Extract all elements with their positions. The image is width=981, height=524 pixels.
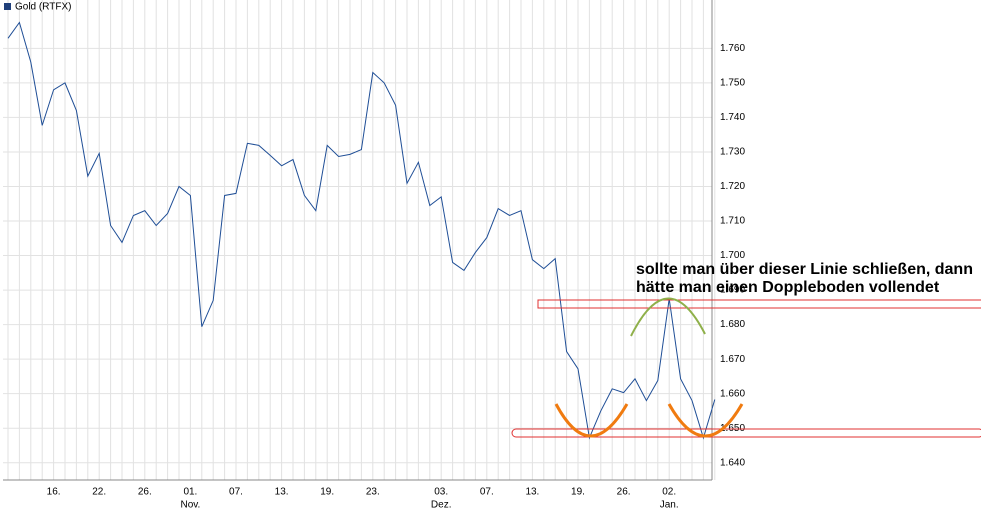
- x-month-label: Nov.: [180, 500, 200, 511]
- price-line: [7, 21, 716, 440]
- x-tick-label: 07.: [229, 487, 243, 498]
- x-month-label: Jan.: [660, 500, 679, 511]
- x-tick-label: 19.: [320, 487, 334, 498]
- x-tick-label: 23.: [366, 487, 380, 498]
- y-tick-label: 1.720: [720, 181, 745, 192]
- x-tick-label: 07.: [480, 487, 494, 498]
- legend-label: Gold (RTFX): [15, 2, 72, 13]
- annotation: hätte man einen Doppleboden vollendet: [636, 279, 940, 296]
- y-tick-label: 1.700: [720, 250, 745, 261]
- y-tick-label: 1.740: [720, 112, 745, 123]
- y-tick-label: 1.680: [720, 319, 745, 330]
- y-tick-label: 1.690: [720, 285, 745, 296]
- x-tick-label: 02.: [662, 487, 676, 498]
- y-tick-label: 1.750: [720, 78, 745, 89]
- x-tick-label: 26.: [138, 487, 152, 498]
- arch-shape: [630, 297, 706, 337]
- bottom-shape: [554, 403, 629, 438]
- legend-swatch: [4, 3, 11, 10]
- support-box: [511, 428, 981, 438]
- bottom-shape: [667, 403, 744, 438]
- x-tick-label: 19.: [571, 487, 585, 498]
- resistance-box: [537, 299, 981, 309]
- y-tick-label: 1.710: [720, 216, 745, 227]
- annotation: sollte man über dieser Linie schließen, …: [636, 261, 973, 278]
- x-tick-label: 01.: [183, 487, 197, 498]
- y-tick-label: 1.640: [720, 457, 745, 468]
- x-tick-label: 22.: [92, 487, 106, 498]
- y-tick-label: 1.760: [720, 43, 745, 54]
- x-tick-label: 13.: [525, 487, 539, 498]
- x-month-label: Dez.: [431, 500, 452, 511]
- y-tick-label: 1.730: [720, 147, 745, 158]
- x-tick-label: 26.: [617, 487, 631, 498]
- x-tick-label: 16.: [47, 487, 61, 498]
- x-tick-label: 13.: [275, 487, 289, 498]
- y-tick-label: 1.650: [720, 423, 745, 434]
- y-tick-label: 1.660: [720, 388, 745, 399]
- y-tick-label: 1.670: [720, 354, 745, 365]
- x-tick-label: 03.: [434, 487, 448, 498]
